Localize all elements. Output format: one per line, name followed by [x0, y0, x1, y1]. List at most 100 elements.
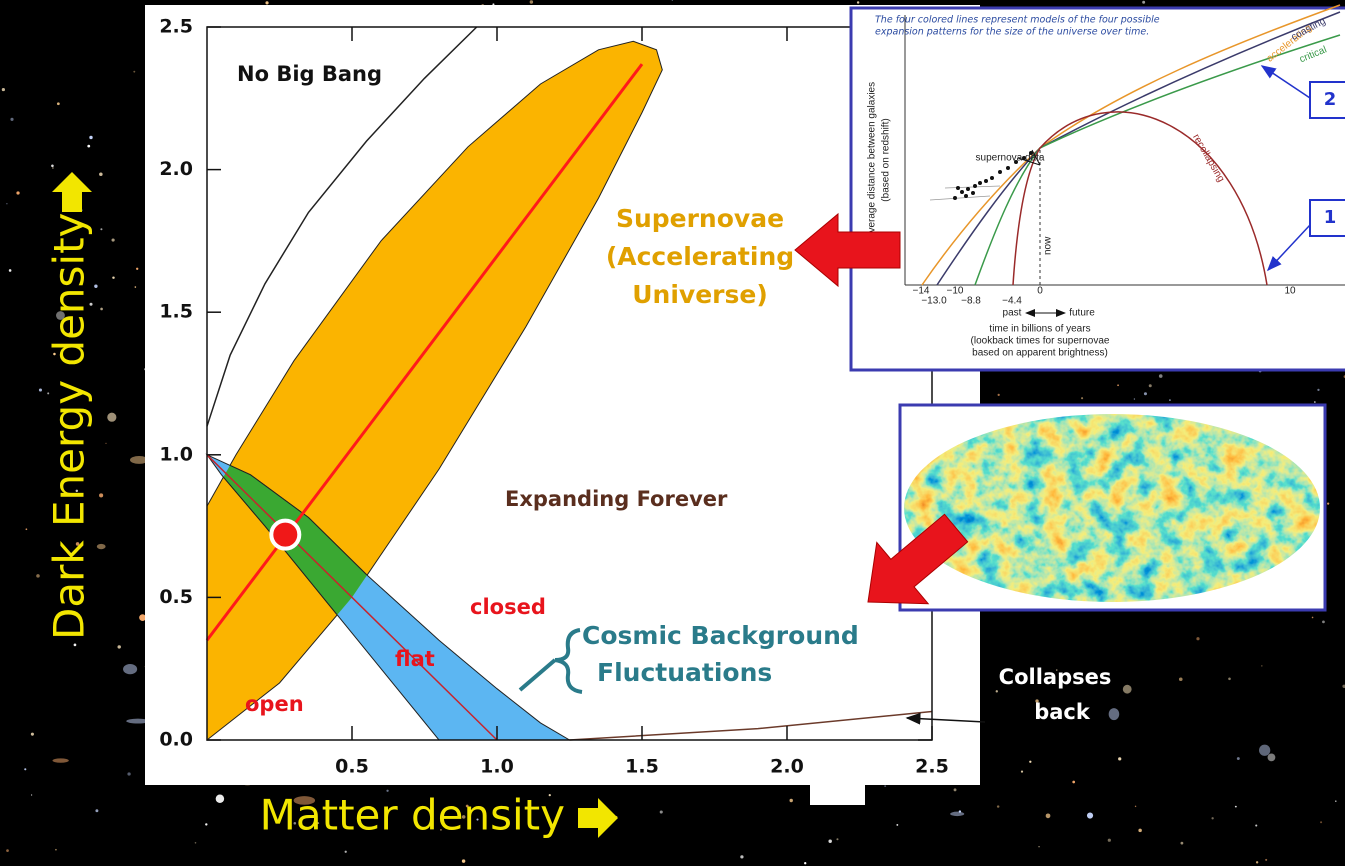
star — [265, 1, 268, 4]
star — [99, 172, 103, 176]
star — [105, 443, 106, 444]
inset-tick: −8.8 — [961, 296, 981, 307]
annotation: Cosmic Background — [582, 621, 859, 650]
x-tick-label: 2.5 — [915, 756, 949, 778]
star — [1081, 397, 1083, 399]
star — [117, 645, 120, 648]
best-fit-point — [271, 521, 299, 549]
inset-ylabel: (based on redshift) — [881, 118, 892, 201]
star — [1256, 861, 1258, 863]
star — [1211, 817, 1213, 819]
axis-arrow — [578, 798, 618, 838]
x-tick-label: 2.0 — [770, 756, 804, 778]
annotation: Expanding Forever — [505, 487, 728, 511]
inset-tick: −4.4 — [1002, 296, 1022, 307]
star — [1169, 399, 1171, 401]
star — [1144, 392, 1147, 395]
star — [100, 228, 102, 230]
star — [1235, 806, 1237, 808]
star — [95, 809, 98, 812]
star — [1322, 620, 1325, 623]
star — [24, 768, 26, 770]
star — [2, 88, 5, 91]
inset-xlabel: time in billions of years — [989, 324, 1090, 335]
star — [74, 644, 77, 647]
star — [1317, 389, 1319, 391]
star — [112, 276, 114, 278]
star — [205, 823, 207, 825]
slide: 0.51.01.52.02.50.00.51.01.52.02.5 No Big… — [0, 0, 1345, 866]
inset-label: supernova data — [976, 153, 1045, 164]
star — [1135, 806, 1136, 807]
star — [26, 528, 28, 530]
star — [1265, 859, 1267, 861]
star — [1196, 637, 1199, 640]
y-tick-label: 0.0 — [159, 729, 193, 751]
y-tick-label: 2.0 — [159, 158, 193, 180]
y-tick-label: 1.0 — [159, 443, 193, 465]
star — [1021, 770, 1023, 772]
star — [997, 805, 999, 807]
star — [996, 690, 998, 692]
annotation: back — [1034, 700, 1091, 724]
star — [133, 71, 135, 73]
star — [100, 308, 103, 311]
star — [1255, 824, 1257, 826]
star — [31, 733, 34, 736]
star — [828, 839, 831, 842]
star — [857, 1, 859, 3]
star — [136, 268, 138, 270]
inset-tick: 10 — [1284, 286, 1296, 297]
callout: 2 — [1324, 89, 1337, 110]
star — [55, 849, 57, 851]
annotation: Collapses — [999, 665, 1112, 689]
star — [884, 785, 886, 787]
x-tick-label: 1.5 — [625, 756, 659, 778]
star — [1072, 781, 1075, 784]
inset-label: now — [1043, 236, 1054, 255]
inset-chart: supernova data The four colored lines re… — [851, 5, 1345, 370]
star — [1159, 374, 1163, 378]
annotation: Supernovae — [616, 204, 784, 233]
y-axis-title: Dark Energy density — [45, 213, 94, 640]
inset-xlabel: (lookback times for supernovae — [971, 336, 1110, 347]
inset-tick: 0 — [1037, 286, 1043, 297]
star — [789, 799, 792, 802]
galaxy — [123, 664, 137, 674]
star — [896, 824, 898, 826]
galaxy — [1109, 708, 1120, 720]
star — [1261, 665, 1262, 666]
star — [127, 772, 130, 775]
galaxy — [52, 758, 68, 762]
star — [1123, 685, 1132, 694]
star — [1237, 757, 1240, 760]
star — [6, 849, 9, 852]
cmb-sky — [904, 414, 1320, 602]
star — [139, 614, 146, 621]
star — [57, 102, 60, 105]
star — [1268, 753, 1276, 761]
annotation: open — [245, 692, 304, 716]
star — [89, 136, 92, 139]
inset-label: future — [1069, 308, 1095, 319]
star — [39, 388, 42, 391]
star — [1314, 401, 1316, 403]
x-tick-label: 1.0 — [480, 756, 514, 778]
x-axis-title: Matter density — [260, 791, 565, 840]
star — [9, 269, 12, 272]
galaxy — [97, 544, 106, 549]
panel-notch — [810, 785, 865, 805]
star — [1327, 503, 1329, 505]
star — [530, 0, 533, 3]
star — [1142, 1, 1145, 4]
inset-caption: The four colored lines represent models … — [875, 15, 1160, 26]
star — [804, 862, 806, 864]
star — [1312, 617, 1314, 619]
star — [1046, 813, 1051, 818]
annotation: No Big Bang — [237, 62, 382, 86]
annotation: closed — [470, 595, 546, 619]
star — [195, 842, 197, 844]
star — [1138, 829, 1142, 833]
star — [345, 851, 347, 853]
star — [836, 838, 838, 840]
